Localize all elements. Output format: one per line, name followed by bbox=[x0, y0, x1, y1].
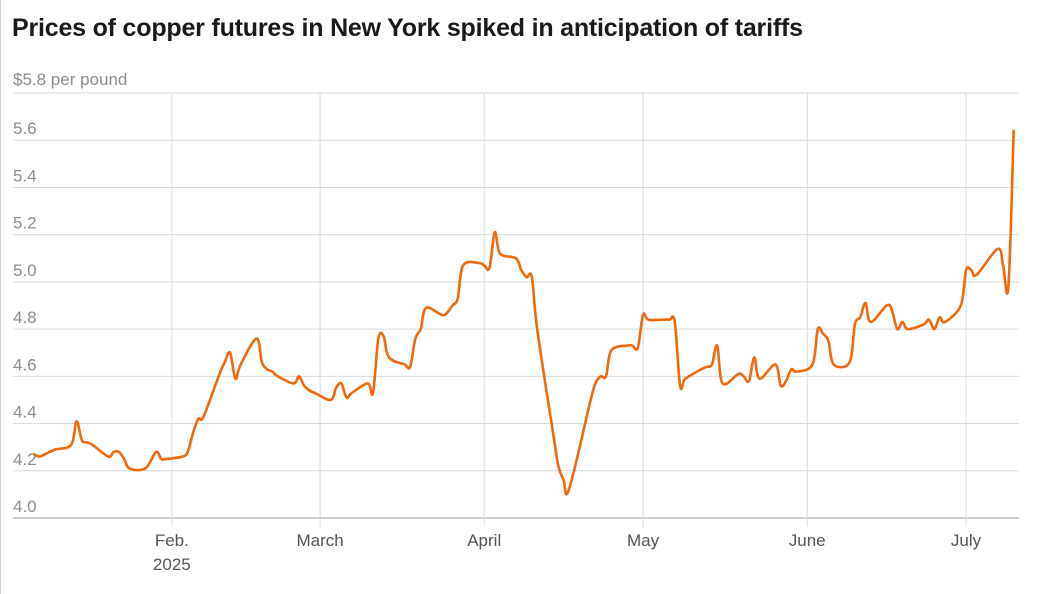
x-tick-sublabel: 2025 bbox=[153, 555, 191, 574]
x-tick-label: May bbox=[627, 531, 660, 550]
x-tick-label: Feb. bbox=[155, 531, 189, 550]
x-tick-label: June bbox=[789, 531, 826, 550]
y-tick-label: 5.4 bbox=[13, 166, 37, 185]
y-tick-label: 4.0 bbox=[13, 497, 37, 516]
y-tick-label: 4.8 bbox=[13, 308, 37, 327]
x-tick-label: March bbox=[296, 531, 343, 550]
y-tick-label: 5.6 bbox=[13, 119, 37, 138]
y-tick-label: 4.6 bbox=[13, 355, 37, 374]
y-tick-label: 4.4 bbox=[13, 403, 37, 422]
x-tick-label: July bbox=[951, 531, 982, 550]
y-tick-label: 4.2 bbox=[13, 450, 37, 469]
copper-price-line bbox=[32, 129, 1015, 496]
y-tick-label: 5.0 bbox=[13, 261, 37, 280]
y-axis-unit-label: $5.8 per pound bbox=[13, 70, 127, 89]
chart-title: Prices of copper futures in New York spi… bbox=[12, 14, 803, 42]
x-tick-label: April bbox=[467, 531, 501, 550]
y-tick-label: 5.2 bbox=[13, 214, 37, 233]
